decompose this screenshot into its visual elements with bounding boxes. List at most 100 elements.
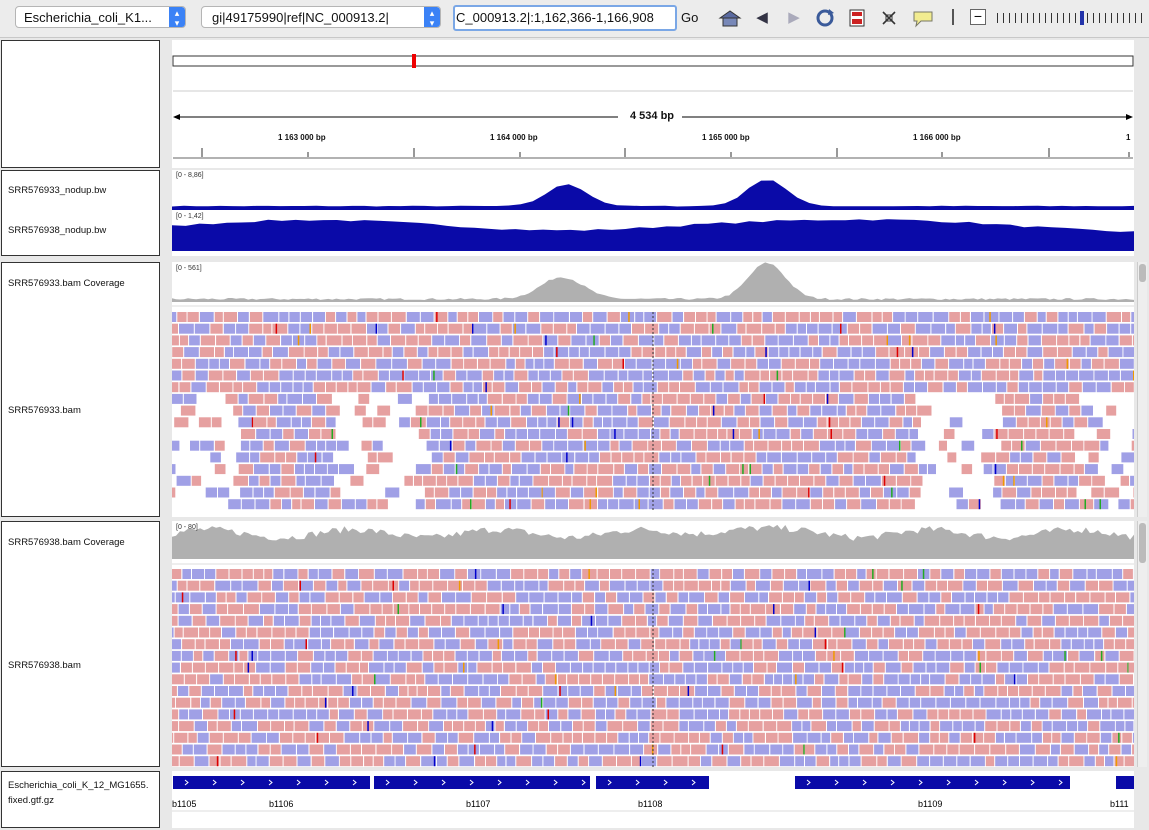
- track-name-bam2[interactable]: SRR576938.bam: [8, 660, 81, 671]
- read: [1119, 650, 1134, 661]
- read: [844, 732, 853, 743]
- popup-info-icon[interactable]: [912, 10, 934, 28]
- chromosome-ideogram[interactable]: [172, 55, 1134, 67]
- bam2-scrollbar[interactable]: [1137, 521, 1147, 767]
- read: [225, 393, 238, 404]
- alignment-track-bam1[interactable]: [172, 312, 1134, 511]
- read: [972, 732, 984, 743]
- read: [377, 323, 388, 334]
- read: [936, 697, 950, 708]
- read: [543, 756, 555, 767]
- read: [699, 405, 711, 416]
- track-name-annotation-line2[interactable]: fixed.gtf.gz: [8, 795, 54, 806]
- gene-feature: [795, 776, 1070, 789]
- read: [575, 580, 585, 591]
- read: [422, 732, 435, 743]
- read: [290, 487, 303, 498]
- read: [719, 744, 728, 755]
- read: [903, 732, 919, 743]
- read: [250, 370, 263, 381]
- home-icon[interactable]: [718, 8, 742, 28]
- read: [649, 732, 660, 743]
- read: [423, 475, 436, 486]
- read: [866, 569, 876, 579]
- read: [1082, 382, 1096, 393]
- read: [1069, 335, 1080, 346]
- read: [605, 323, 619, 334]
- track-name-bigwig-1[interactable]: SRR576933_nodup.bw: [8, 185, 107, 196]
- region-of-interest-icon[interactable]: [848, 8, 866, 28]
- read: [299, 674, 312, 685]
- read: [1077, 312, 1092, 322]
- read: [936, 604, 945, 615]
- bam1-scrollbar[interactable]: [1137, 262, 1147, 517]
- refresh-icon[interactable]: [814, 7, 836, 29]
- read: [868, 393, 880, 404]
- zoom-out-button[interactable]: −: [970, 9, 986, 25]
- read: [384, 662, 394, 673]
- read: [923, 650, 935, 661]
- read: [512, 697, 521, 708]
- track-name-bam1-coverage[interactable]: SRR576933.bam Coverage: [8, 278, 125, 289]
- read: [1065, 499, 1079, 510]
- read: [454, 405, 470, 416]
- read: [837, 405, 846, 416]
- read: [800, 347, 813, 358]
- read: [536, 732, 551, 743]
- read: [537, 639, 553, 650]
- read: [997, 721, 1010, 732]
- read: [406, 662, 422, 673]
- track-name-bam2-coverage[interactable]: SRR576938.bam Coverage: [8, 537, 125, 548]
- read: [332, 358, 346, 369]
- read: [638, 429, 650, 439]
- read: [260, 674, 272, 685]
- read: [1074, 744, 1089, 755]
- back-icon[interactable]: ◀: [756, 9, 768, 26]
- read: [861, 756, 877, 767]
- read: [635, 312, 644, 322]
- go-button[interactable]: Go: [681, 10, 699, 25]
- gene-features[interactable]: [173, 776, 1134, 789]
- chromosome-dropdown[interactable]: gi|49175990|ref|NC_000913.2| ▴ ▾: [201, 6, 441, 28]
- genome-dropdown[interactable]: Escherichia_coli_K1... ▴ ▾: [15, 6, 186, 28]
- resize-to-fit-icon[interactable]: [880, 9, 898, 27]
- read: [273, 347, 288, 358]
- read: [172, 697, 175, 708]
- zoom-tick: [1093, 13, 1094, 23]
- read: [325, 592, 339, 603]
- alignment-track-bam2[interactable]: [172, 569, 1134, 767]
- track-name-annotation[interactable]: Escherichia_coli_K_12_MG1655.: [8, 780, 149, 791]
- read: [993, 487, 1002, 498]
- read: [748, 721, 763, 732]
- read: [495, 499, 504, 510]
- zoom-slider[interactable]: [995, 11, 1145, 25]
- read: [805, 615, 814, 626]
- read: [288, 347, 304, 358]
- read: [541, 323, 553, 334]
- scrollbar-thumb[interactable]: [1139, 523, 1146, 563]
- read: [629, 674, 639, 685]
- bigwig-track-1[interactable]: [172, 180, 1134, 211]
- locus-input[interactable]: C_000913.2|:1,162,366-1,166,908: [453, 5, 677, 31]
- read: [488, 615, 498, 626]
- read: [538, 370, 550, 381]
- coverage-track-bam2[interactable]: [172, 524, 1134, 559]
- read: [312, 686, 328, 696]
- read: [323, 662, 335, 673]
- read: [602, 674, 615, 685]
- coverage-track-bam1[interactable]: [172, 262, 1134, 302]
- read: [285, 721, 294, 732]
- forward-icon[interactable]: ▶: [788, 9, 800, 26]
- bigwig-track-2[interactable]: [172, 219, 1134, 251]
- read: [672, 312, 683, 322]
- read: [731, 452, 744, 463]
- scrollbar-thumb[interactable]: [1139, 264, 1146, 282]
- track-name-bam1[interactable]: SRR576933.bam: [8, 405, 81, 416]
- read: [861, 499, 876, 510]
- read: [1069, 756, 1084, 767]
- mismatch: [397, 604, 399, 615]
- mismatch: [595, 487, 597, 498]
- read: [906, 744, 919, 755]
- track-name-bigwig-2[interactable]: SRR576938_nodup.bw: [8, 225, 107, 236]
- read: [810, 405, 822, 416]
